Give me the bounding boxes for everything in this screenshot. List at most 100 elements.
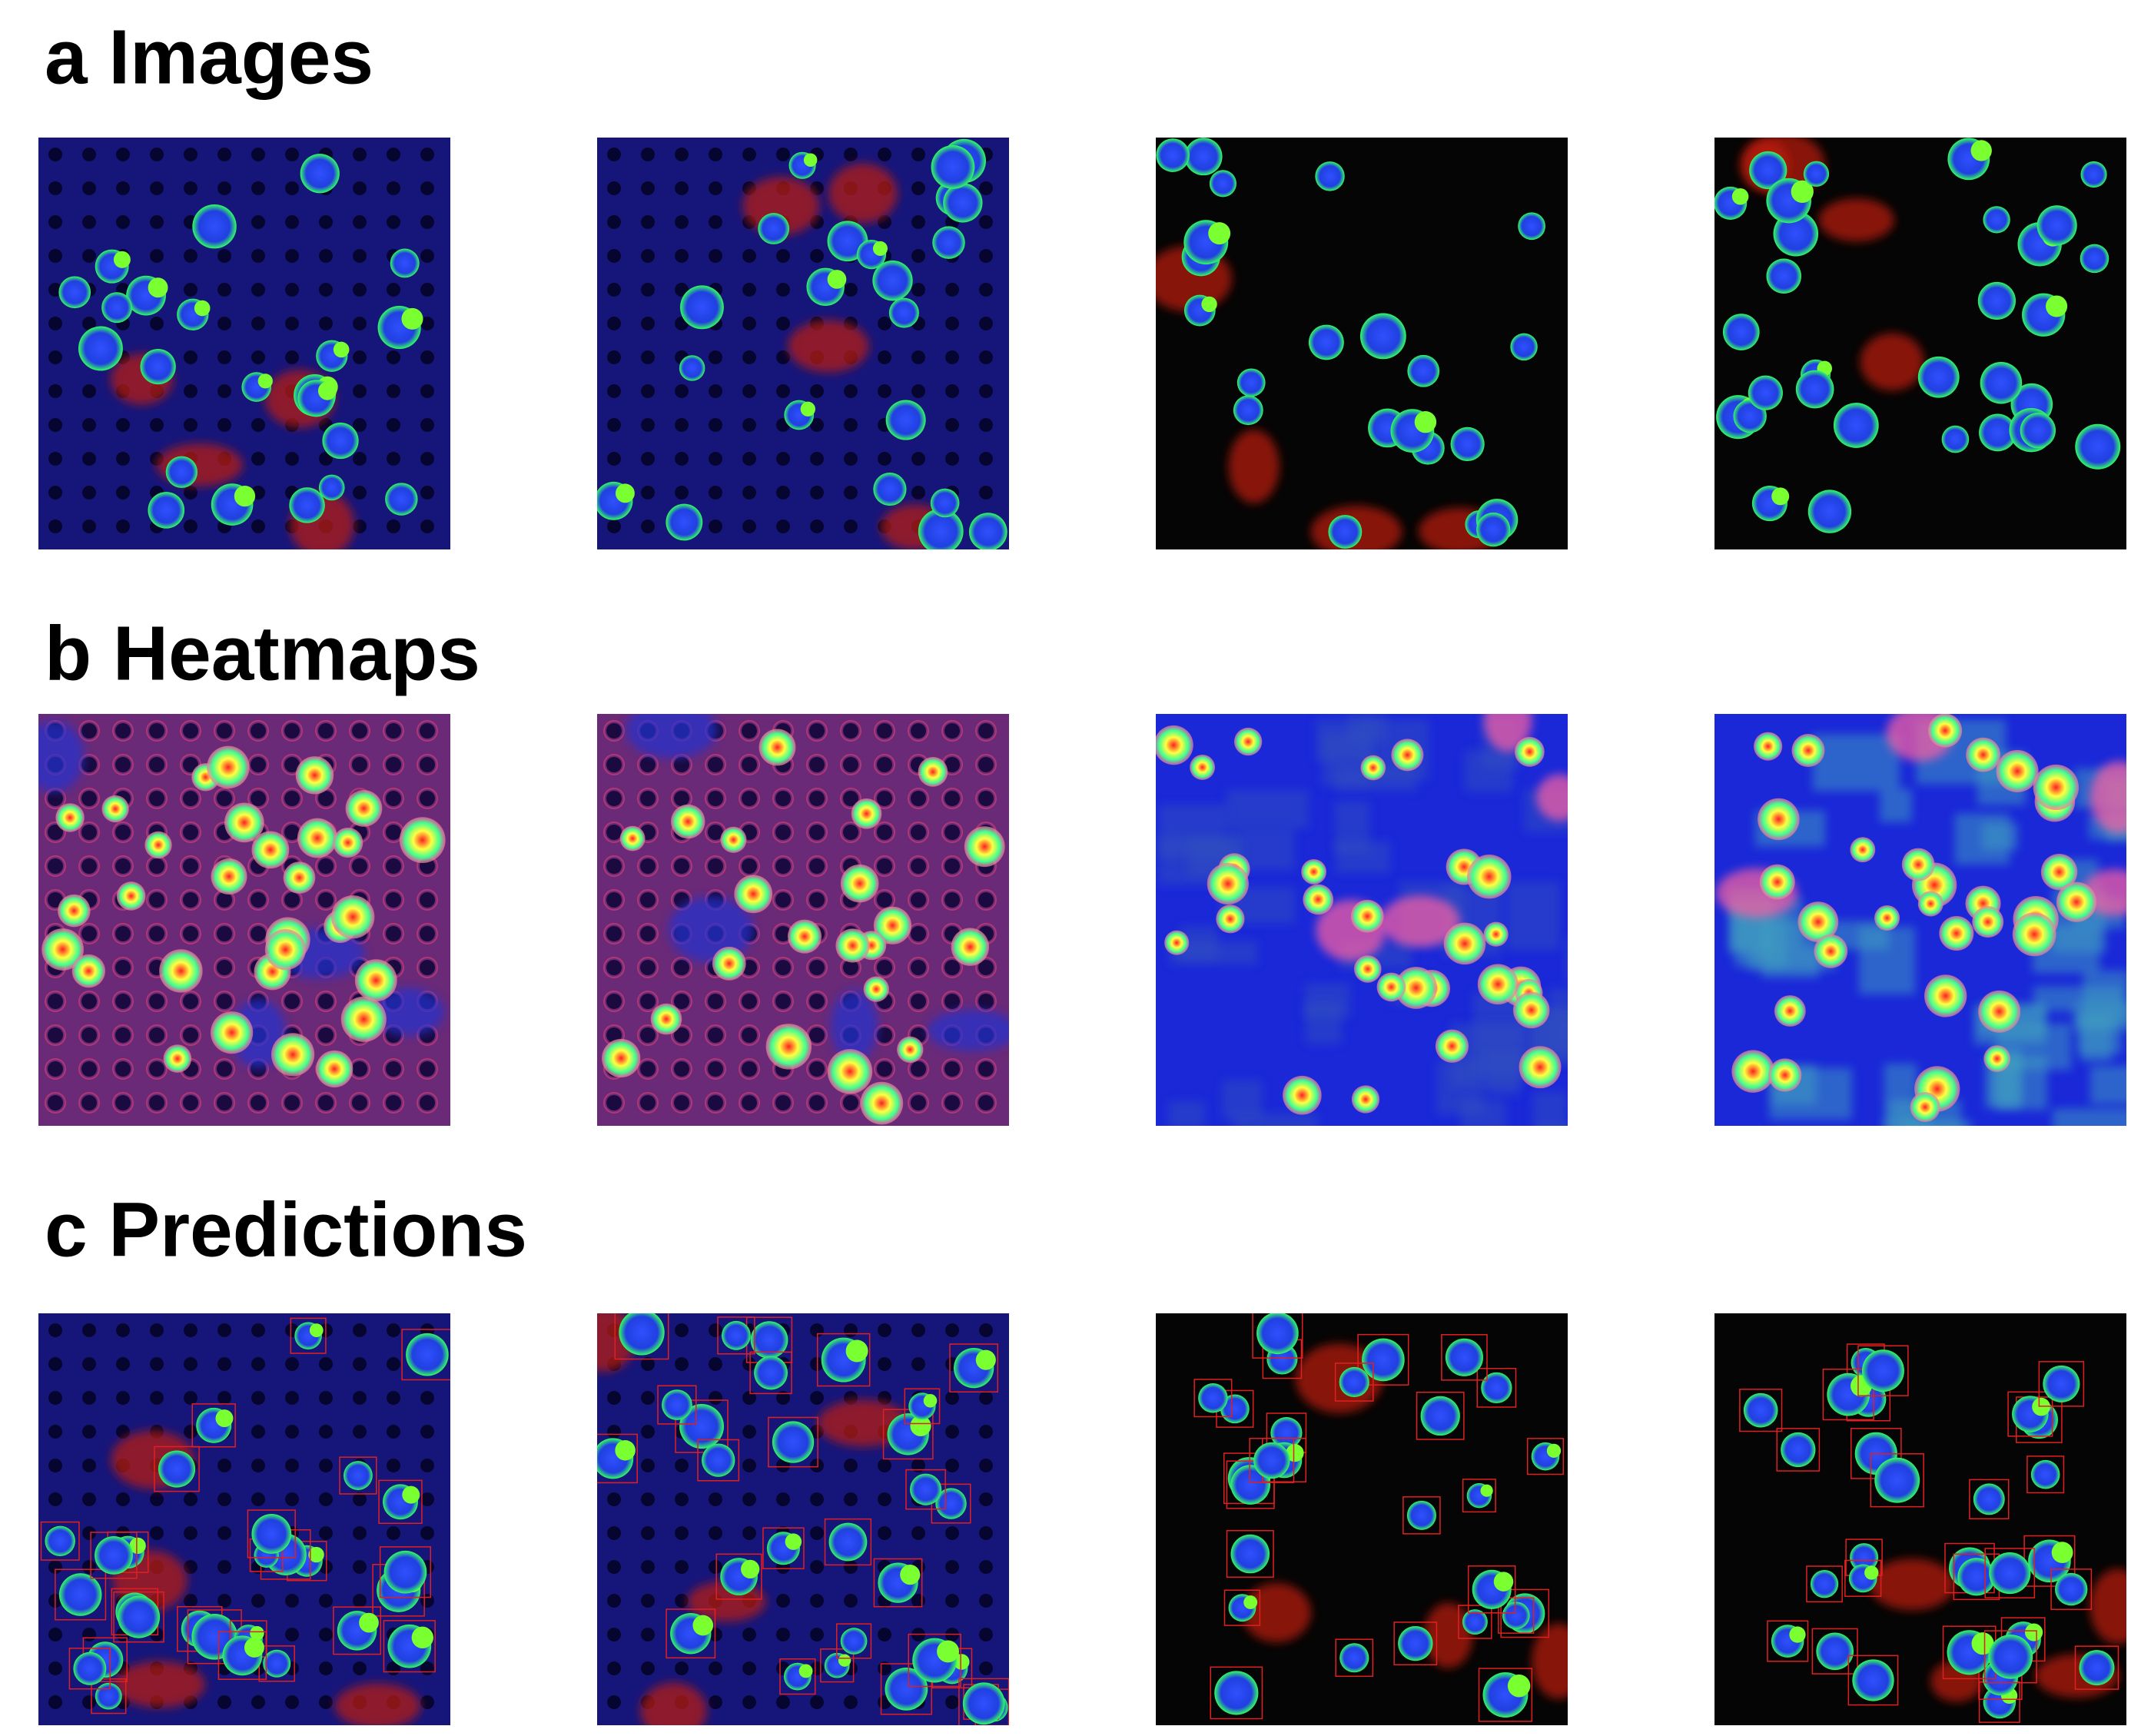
heat-cell <box>333 827 363 858</box>
detection-box <box>1226 1529 1274 1578</box>
cell <box>666 503 703 541</box>
green-spot <box>937 1640 960 1663</box>
cell <box>2075 423 2121 470</box>
debris <box>640 1682 707 1725</box>
heat-cell <box>2056 881 2097 922</box>
heat-cell <box>1353 955 1382 983</box>
green-spot <box>359 1612 379 1633</box>
debris <box>1536 774 1568 822</box>
heat-blob <box>1464 750 1513 792</box>
cell <box>78 326 123 371</box>
green-spot <box>975 1349 996 1370</box>
cell <box>158 1450 196 1488</box>
cell <box>702 1443 735 1477</box>
cell <box>1398 1625 1433 1661</box>
cell <box>1233 395 1263 426</box>
cell <box>1989 1552 2031 1595</box>
heat-cell <box>1759 864 1795 900</box>
cell <box>1983 206 2010 234</box>
heat-cell <box>720 826 747 853</box>
debris <box>817 1399 909 1447</box>
cell <box>1339 1366 1369 1398</box>
heat-cell <box>1927 714 1963 748</box>
heat-cell <box>295 756 334 795</box>
cell <box>251 1514 292 1554</box>
detection-box <box>290 1317 327 1354</box>
debris <box>1818 198 1894 242</box>
heat-cell <box>1156 725 1193 765</box>
heat-blob <box>1460 1099 1506 1126</box>
detection-box <box>816 1333 871 1387</box>
detection-box <box>824 1518 872 1566</box>
cell <box>385 483 418 516</box>
heat-cell <box>1850 837 1876 863</box>
detection-box <box>715 1553 762 1600</box>
green-spot <box>2051 1542 2073 1564</box>
green-spot <box>1493 1572 1514 1592</box>
cell <box>1420 1396 1460 1436</box>
cell <box>885 400 926 440</box>
cell <box>165 456 198 488</box>
detection-box <box>2050 1568 2093 1611</box>
heat-cell <box>1435 1029 1469 1063</box>
heat-cell <box>787 919 822 954</box>
cell <box>872 261 913 301</box>
detection-box <box>379 1546 432 1598</box>
heat-cell <box>1996 750 2039 792</box>
heat-cell <box>264 929 306 971</box>
cell <box>680 285 724 330</box>
green-spot <box>257 373 273 389</box>
detection-box <box>908 1633 961 1688</box>
heat-blob <box>1880 788 1912 823</box>
heat-blob <box>1305 1001 1342 1044</box>
cell <box>910 1473 942 1505</box>
detection-box <box>675 1399 729 1453</box>
heat-cell <box>863 976 889 1002</box>
debris <box>1423 1602 1473 1668</box>
detection-box <box>1393 1621 1438 1666</box>
detection-box <box>1441 1334 1488 1381</box>
panel-heading: a Images <box>45 14 373 100</box>
green-spot <box>308 1546 324 1563</box>
debris <box>1228 430 1280 503</box>
heat-cell <box>1731 1050 1774 1093</box>
heat-cell <box>835 928 870 963</box>
detection-box <box>779 1658 816 1695</box>
green-spot <box>113 251 131 268</box>
detection-box <box>666 1608 716 1659</box>
heat-cell <box>1303 884 1334 915</box>
heat-cell <box>1768 1058 1802 1092</box>
heat-cell <box>1758 798 1800 841</box>
cell <box>1450 427 1485 462</box>
heat-blob <box>1532 1091 1568 1126</box>
heat-blob <box>1226 789 1309 829</box>
heat-cell <box>71 954 105 988</box>
heat-cell <box>851 798 882 829</box>
green-spot <box>800 401 815 417</box>
detection-box <box>873 1558 923 1608</box>
heat-cell <box>224 802 264 843</box>
detection-box <box>2026 1456 2065 1494</box>
cell <box>95 1682 122 1710</box>
green-spot <box>2024 1623 2043 1641</box>
green-spot <box>1208 222 1231 245</box>
green-spot <box>785 1533 802 1550</box>
cell <box>1980 362 2023 404</box>
heat-cell <box>1972 906 2004 938</box>
heat-cell <box>734 875 773 914</box>
heat-blob <box>1232 1113 1318 1126</box>
image-tile <box>1714 1313 2126 1725</box>
cell <box>2055 1572 2088 1606</box>
detection-box <box>91 1678 127 1714</box>
heat-cell <box>918 757 948 787</box>
cell <box>888 297 919 328</box>
heat-cell <box>1774 995 1806 1027</box>
cell <box>1214 1671 1259 1715</box>
cell <box>2080 244 2109 274</box>
heat-cell <box>1467 855 1512 899</box>
cell <box>1988 1635 2033 1679</box>
cell <box>1743 1392 1778 1428</box>
image-tile <box>597 1313 1009 1725</box>
heat-blob <box>1335 841 1391 874</box>
heat-cell <box>101 795 129 823</box>
